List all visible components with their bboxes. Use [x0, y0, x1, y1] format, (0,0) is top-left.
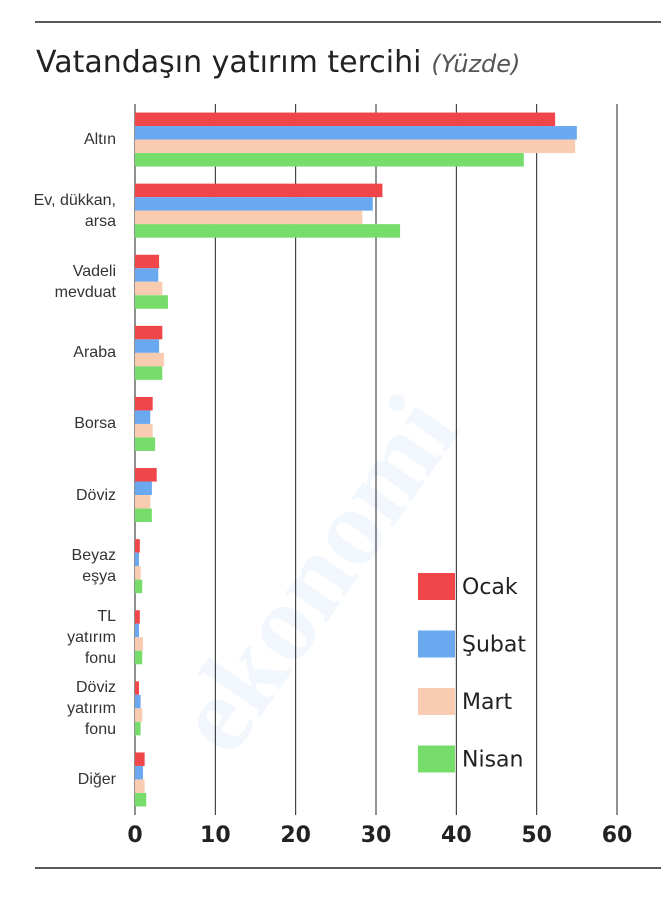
y-tick-label: Diğer [77, 770, 116, 788]
bar [135, 539, 140, 553]
x-tick-label: 20 [280, 823, 311, 848]
bar [135, 295, 168, 309]
bar [135, 268, 159, 282]
y-tick-label: Altın [83, 131, 116, 149]
bar [135, 481, 152, 496]
bar [135, 183, 383, 198]
x-tick-label: 60 [602, 823, 633, 848]
y-tick-label: Döviz yatırım fonu [67, 678, 116, 738]
bar [135, 153, 524, 167]
y-tick-label: TL yatırım fonu [67, 607, 116, 667]
bar [135, 254, 160, 269]
bar [135, 197, 373, 211]
bar [135, 423, 153, 438]
y-tick-label: Ev, dükkan, arsa [33, 191, 116, 230]
legend-swatch [418, 630, 455, 658]
bar [135, 623, 140, 638]
bar [135, 752, 145, 766]
y-tick-label: Vadeli mevduat [54, 262, 116, 301]
x-tick-label: 10 [200, 823, 231, 848]
bar [135, 410, 151, 424]
bar [135, 366, 163, 380]
legend-label: Ocak [462, 575, 518, 600]
bar [135, 352, 164, 367]
chart-title: Vatandaşın yatırım tercihi (Yüzde) [36, 45, 520, 80]
legend-swatch [418, 745, 455, 773]
bar [135, 468, 157, 482]
bar [135, 437, 156, 451]
bar [135, 112, 556, 127]
x-tick-label: 40 [441, 823, 472, 848]
x-tick-label: 50 [521, 823, 552, 848]
bar [135, 637, 144, 651]
bar [135, 224, 401, 238]
bar [135, 396, 153, 411]
bar [135, 139, 576, 154]
bar [135, 610, 140, 624]
bar [135, 779, 145, 793]
y-tick-label: Araba [73, 344, 116, 362]
legend-swatch [418, 573, 455, 600]
bar [135, 495, 151, 509]
bar [135, 552, 140, 567]
bar [135, 210, 363, 225]
x-tick-label: 0 [127, 823, 142, 848]
legend-swatch [418, 688, 455, 715]
bar [135, 708, 143, 722]
y-tick-label: Döviz [75, 486, 116, 504]
y-tick-label: Borsa [74, 415, 116, 433]
bar [135, 681, 140, 695]
bar [135, 694, 141, 709]
bar [135, 566, 141, 580]
legend-label: Mart [462, 690, 513, 715]
title-text: Vatandaşın yatırım tercihi [36, 45, 421, 80]
legend-label: Şubat [462, 633, 526, 658]
legend-label: Nisan [462, 748, 523, 773]
bar [135, 339, 160, 353]
subtitle: (Yüzde) [431, 50, 520, 78]
bar [135, 325, 163, 340]
y-tick-label: Beyaz eşya [71, 547, 116, 586]
bar [135, 281, 163, 296]
bar [135, 579, 143, 594]
bar [135, 126, 577, 140]
bar [135, 792, 147, 807]
x-tick-label: 30 [361, 823, 392, 848]
bar [135, 721, 141, 736]
bar [135, 765, 144, 780]
bar [135, 650, 143, 665]
bar [135, 508, 152, 523]
